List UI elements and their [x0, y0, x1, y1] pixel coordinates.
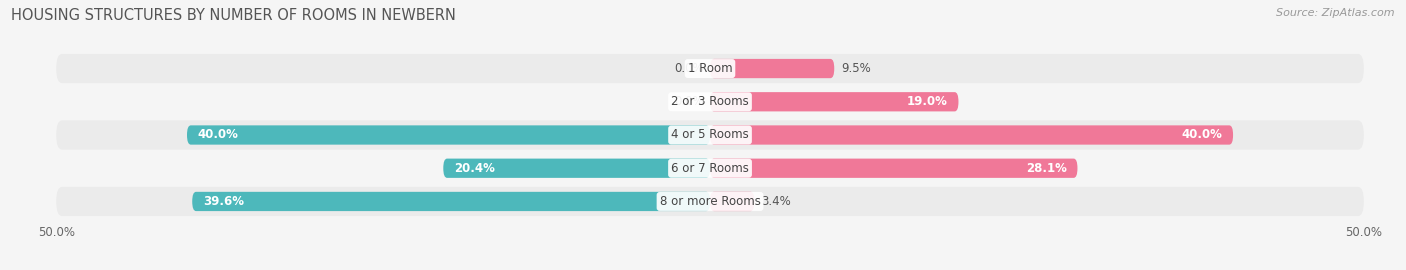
- FancyBboxPatch shape: [443, 158, 710, 178]
- Text: Source: ZipAtlas.com: Source: ZipAtlas.com: [1277, 8, 1395, 18]
- FancyBboxPatch shape: [56, 187, 1364, 216]
- FancyBboxPatch shape: [56, 154, 1364, 183]
- Text: 3.4%: 3.4%: [761, 195, 790, 208]
- FancyBboxPatch shape: [710, 92, 959, 112]
- Text: 0.0%: 0.0%: [673, 95, 703, 108]
- Text: 0.0%: 0.0%: [673, 62, 703, 75]
- Text: 2 or 3 Rooms: 2 or 3 Rooms: [671, 95, 749, 108]
- FancyBboxPatch shape: [710, 59, 834, 78]
- FancyBboxPatch shape: [710, 158, 1077, 178]
- Text: 4 or 5 Rooms: 4 or 5 Rooms: [671, 129, 749, 141]
- FancyBboxPatch shape: [187, 125, 710, 145]
- Text: 6 or 7 Rooms: 6 or 7 Rooms: [671, 162, 749, 175]
- FancyBboxPatch shape: [56, 54, 1364, 83]
- Text: 28.1%: 28.1%: [1026, 162, 1067, 175]
- FancyBboxPatch shape: [56, 87, 1364, 116]
- FancyBboxPatch shape: [710, 125, 1233, 145]
- Text: 20.4%: 20.4%: [454, 162, 495, 175]
- Text: 40.0%: 40.0%: [1181, 129, 1223, 141]
- Text: HOUSING STRUCTURES BY NUMBER OF ROOMS IN NEWBERN: HOUSING STRUCTURES BY NUMBER OF ROOMS IN…: [11, 8, 456, 23]
- FancyBboxPatch shape: [56, 120, 1364, 150]
- Text: 19.0%: 19.0%: [907, 95, 948, 108]
- Text: 8 or more Rooms: 8 or more Rooms: [659, 195, 761, 208]
- Text: 1 Room: 1 Room: [688, 62, 733, 75]
- FancyBboxPatch shape: [710, 192, 755, 211]
- Text: 40.0%: 40.0%: [197, 129, 239, 141]
- Text: 39.6%: 39.6%: [202, 195, 243, 208]
- Text: 9.5%: 9.5%: [841, 62, 870, 75]
- FancyBboxPatch shape: [193, 192, 710, 211]
